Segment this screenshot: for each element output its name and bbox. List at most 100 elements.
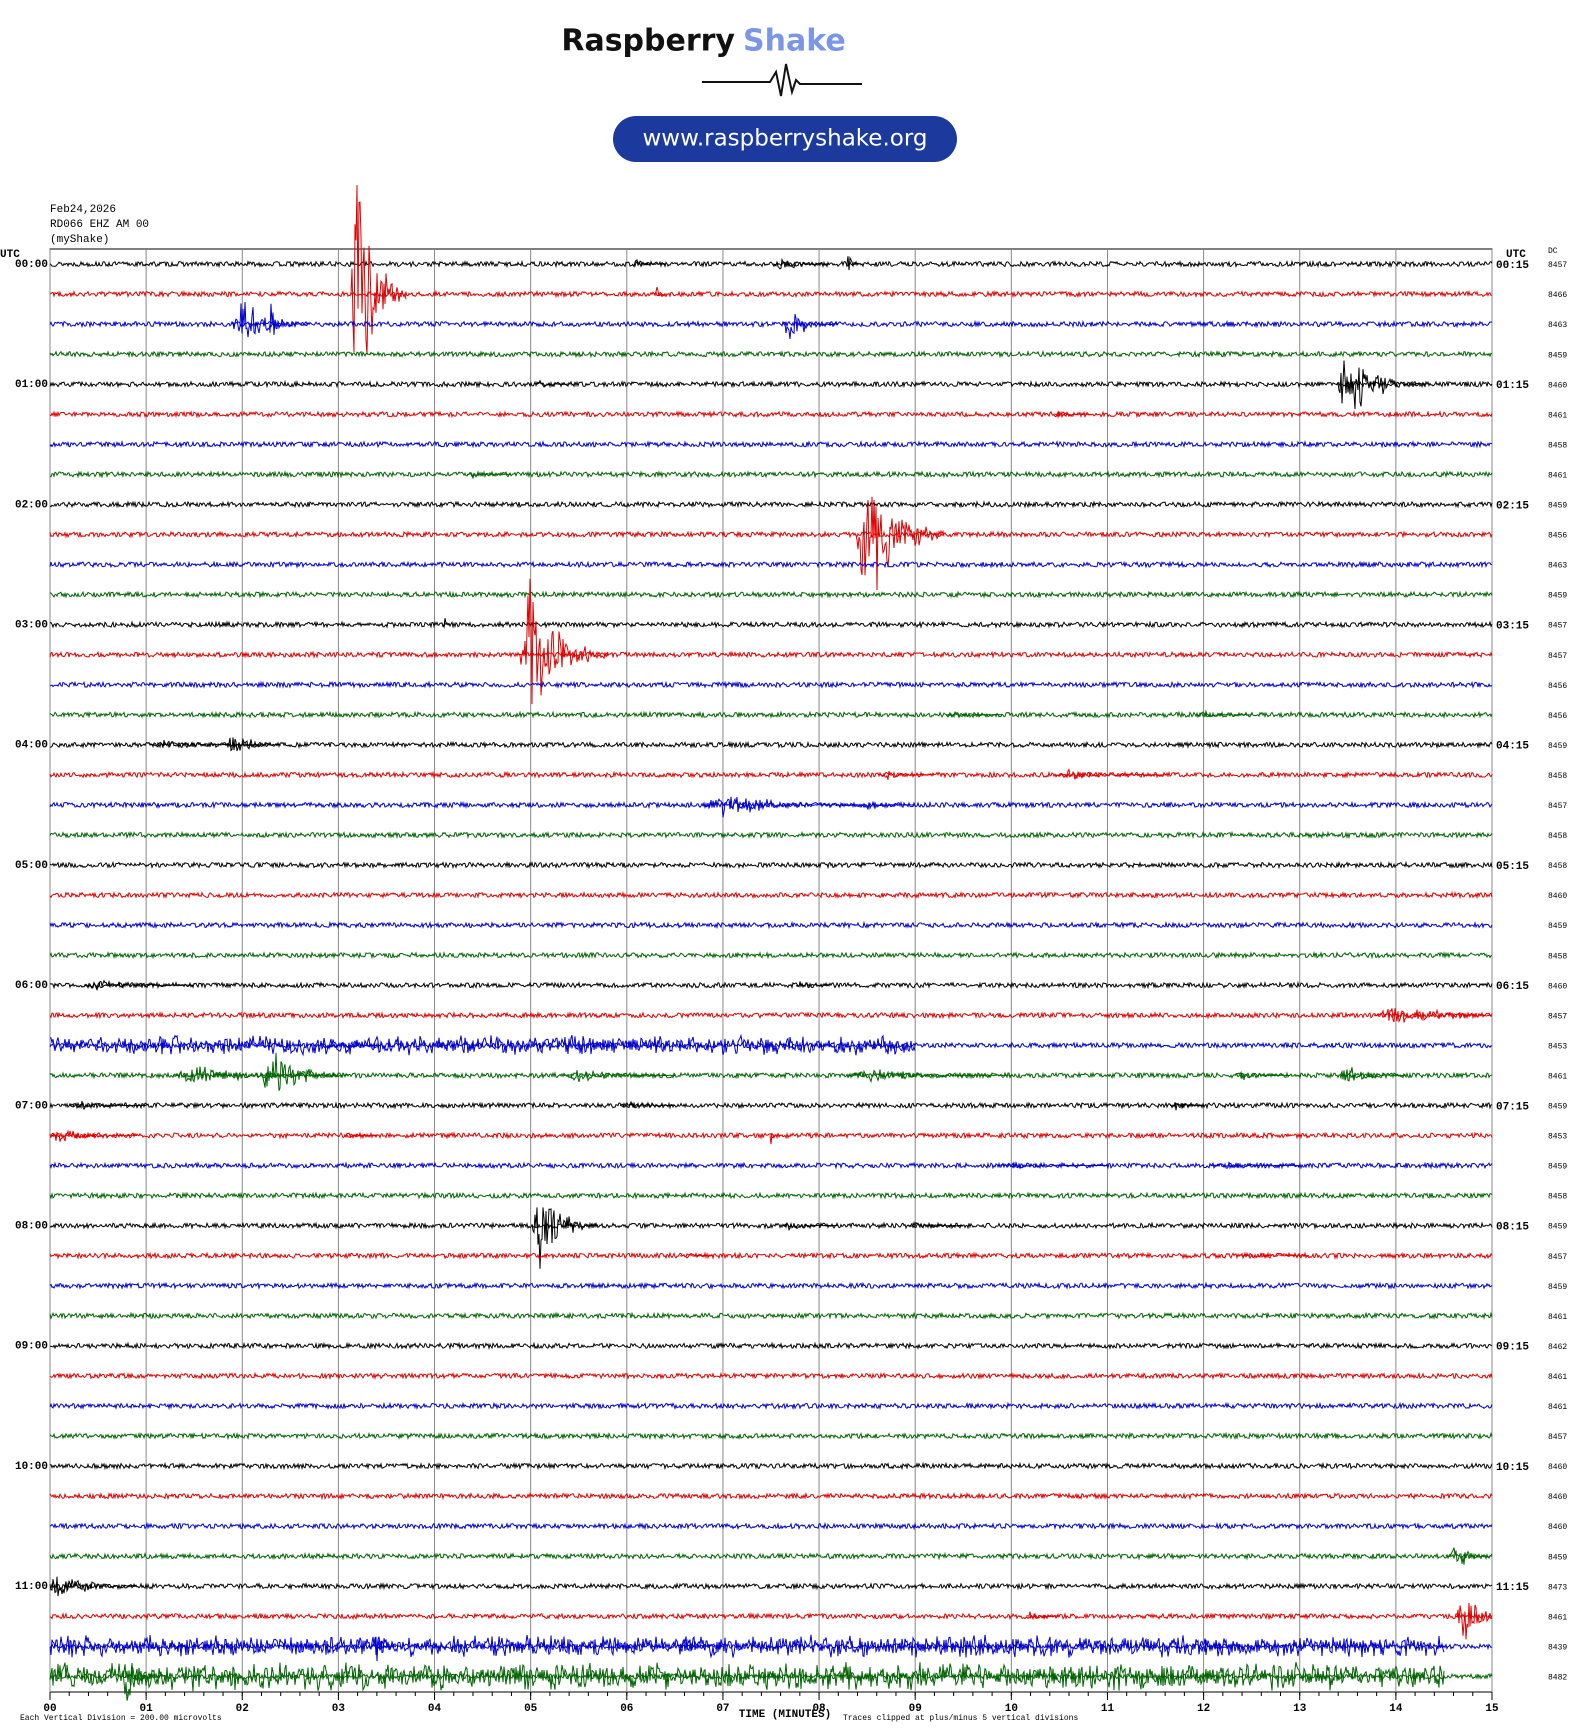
- dc-label: 8457: [1548, 261, 1567, 270]
- trace: [49, 530, 1493, 539]
- trace-burst: [679, 1253, 714, 1258]
- trace: [49, 590, 1493, 599]
- end-label: 10:15: [1496, 1462, 1529, 1474]
- trace: [49, 980, 1493, 990]
- brand-name: Raspberry: [561, 24, 735, 59]
- dc-title: DC: [1548, 247, 1558, 256]
- trace: [49, 1101, 1493, 1110]
- trace-burst: [1338, 1067, 1406, 1082]
- header-line: Feb24,2026: [50, 204, 116, 216]
- hour-label: 06:00: [15, 980, 48, 992]
- dc-label: 8458: [1548, 772, 1567, 781]
- trace-burst: [772, 257, 830, 270]
- end-label: 00:15: [1496, 260, 1529, 272]
- trace-burst: [49, 1129, 138, 1142]
- end-label: 08:15: [1496, 1222, 1529, 1234]
- trace-burst: [231, 301, 311, 338]
- dc-label: 8460: [1548, 381, 1567, 390]
- end-label: 11:15: [1496, 1582, 1529, 1594]
- trace: [49, 860, 1493, 870]
- trace-burst: [49, 1033, 916, 1057]
- trace-burst: [907, 1221, 964, 1229]
- dc-label: 8461: [1548, 471, 1567, 480]
- dc-label: 8463: [1548, 562, 1567, 571]
- trace: [49, 1521, 1493, 1531]
- trace-burst: [1195, 709, 1253, 718]
- trace-burst: [49, 1662, 1445, 1692]
- x-tick-label: 10: [1005, 1703, 1018, 1715]
- trace: [49, 1311, 1493, 1320]
- x-tick-label: 05: [524, 1703, 538, 1715]
- end-label: 03:15: [1496, 621, 1529, 633]
- trace: [49, 1551, 1493, 1561]
- trace: [49, 1491, 1493, 1501]
- dc-label: 8459: [1548, 742, 1567, 751]
- x-tick-label: 02: [236, 1703, 249, 1715]
- trace-burst: [518, 578, 609, 705]
- dc-label: 8460: [1548, 1523, 1567, 1532]
- header-line: (myShake): [50, 234, 109, 246]
- x-tick-label: 01: [140, 1703, 154, 1715]
- trace: [49, 1461, 1493, 1471]
- x-tick-label: 04: [428, 1703, 442, 1715]
- trace: [49, 950, 1493, 960]
- minor-ticks: [49, 1692, 1474, 1696]
- brand-name: Shake: [743, 24, 846, 59]
- trace-burst: [531, 1207, 599, 1269]
- dc-label: 8458: [1548, 952, 1567, 961]
- trace: [49, 830, 1493, 840]
- trace-burst: [631, 259, 666, 268]
- trace-burst: [1373, 1008, 1493, 1023]
- x-tick-label: 11: [1101, 1703, 1115, 1715]
- trace: [49, 1191, 1493, 1200]
- hour-label: 11:00: [15, 1581, 48, 1593]
- trace-burst: [1455, 1602, 1493, 1640]
- trace: [49, 1281, 1493, 1290]
- dc-label: 8461: [1548, 1613, 1567, 1622]
- dc-label: 8459: [1548, 1553, 1567, 1562]
- dc-label: 8456: [1548, 532, 1567, 541]
- end-label: 06:15: [1496, 981, 1529, 993]
- trace: [49, 800, 1493, 810]
- trace-burst: [343, 1133, 378, 1139]
- trace: [49, 650, 1493, 659]
- dc-label: 8459: [1548, 1103, 1567, 1112]
- x-tick-label: 14: [1389, 1703, 1403, 1715]
- end-label: 07:15: [1496, 1101, 1529, 1113]
- trace-burst: [269, 303, 282, 335]
- trace-burst: [349, 185, 407, 355]
- trace: [49, 740, 1493, 750]
- trace-burst: [466, 471, 512, 479]
- dc-label: 8461: [1548, 1403, 1567, 1412]
- trace-burst: [678, 1638, 724, 1652]
- trace-burst: [1198, 1638, 1233, 1656]
- trace: [49, 1341, 1493, 1350]
- dc-label: 8482: [1548, 1673, 1567, 1682]
- trace: [49, 620, 1493, 629]
- trace-burst: [1335, 360, 1426, 410]
- trace-burst: [373, 1636, 397, 1662]
- trace-burst: [619, 1100, 676, 1109]
- end-label: 01:15: [1496, 380, 1529, 392]
- trace: [49, 410, 1493, 419]
- trace: [49, 500, 1493, 509]
- dc-label: 8460: [1548, 1463, 1567, 1472]
- dc-label: 8459: [1548, 351, 1567, 360]
- trace-burst: [535, 379, 569, 388]
- hour-label: 09:00: [15, 1341, 48, 1353]
- hour-label: 05:00: [15, 860, 48, 872]
- trace-burst: [1054, 410, 1089, 419]
- trace: [49, 1221, 1493, 1230]
- trace: [49, 319, 1493, 329]
- trace-burst: [700, 796, 868, 818]
- url: www.raspberryshake.org: [643, 126, 928, 152]
- dc-label: 8456: [1548, 712, 1567, 721]
- dc-label: 8458: [1548, 832, 1567, 841]
- plot-frame: [49, 248, 1493, 1693]
- trace-burst: [1242, 1252, 1310, 1259]
- trace-burst: [795, 981, 830, 989]
- trace-burst: [1025, 1611, 1060, 1621]
- trace-burst: [859, 800, 916, 810]
- trace: [49, 920, 1493, 930]
